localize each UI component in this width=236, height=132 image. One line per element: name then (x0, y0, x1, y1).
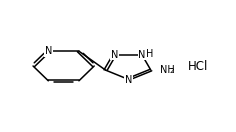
Text: N: N (110, 50, 118, 60)
Text: H: H (146, 49, 153, 59)
Text: HCl: HCl (188, 60, 209, 72)
Text: N: N (125, 75, 132, 85)
Text: N: N (45, 46, 52, 56)
Text: NH: NH (160, 65, 175, 75)
Text: 2: 2 (169, 68, 174, 74)
Text: N: N (139, 50, 146, 60)
